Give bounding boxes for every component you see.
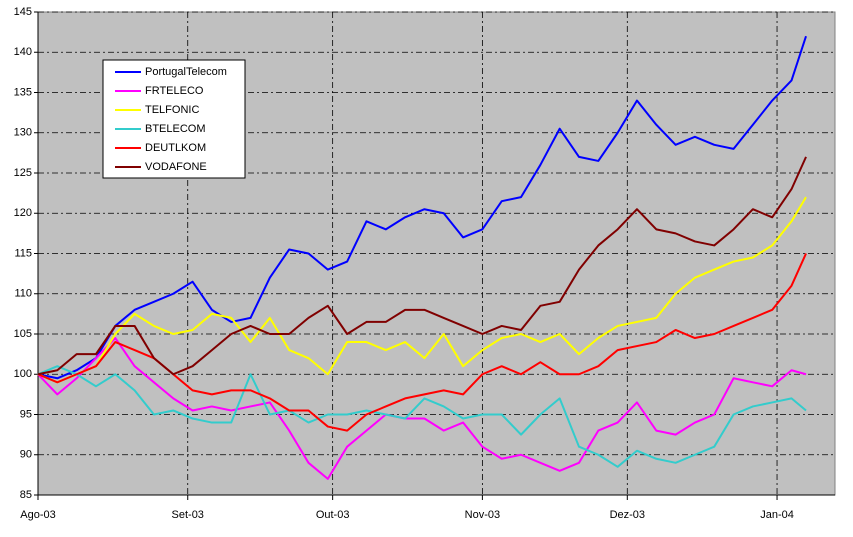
- x-tick-label: Nov-03: [465, 509, 500, 521]
- legend-label: DEUTLKOM: [145, 142, 206, 154]
- y-tick-label: 120: [14, 207, 32, 219]
- series-line: [37, 337, 807, 480]
- y-tick-label: 140: [14, 46, 32, 58]
- y-tick-label: 130: [14, 127, 32, 139]
- x-tick-label: Set-03: [172, 509, 204, 521]
- legend: PortugalTelecom FRTELECO TELFONIC BTELECOM D…: [102, 59, 246, 179]
- x-tick-label: Out-03: [316, 509, 350, 521]
- y-tick-label: 85: [20, 489, 32, 501]
- y-tick-label: 90: [20, 449, 32, 461]
- legend-label: BTELECOM: [145, 123, 206, 135]
- x-tick-label: Jan-04: [760, 509, 794, 521]
- y-tick-label: 145: [14, 6, 32, 18]
- legend-box: [102, 59, 246, 179]
- y-tick-label: 135: [14, 86, 32, 98]
- y-tick-label: 110: [14, 288, 32, 300]
- legend-label: TELFONIC: [145, 104, 199, 116]
- legend-label: FRTELECO: [145, 85, 204, 97]
- x-tick-label: Dez-03: [610, 509, 645, 521]
- y-tick-label: 100: [14, 368, 32, 380]
- series-line: [37, 365, 807, 468]
- y-tick-label: 95: [20, 408, 32, 420]
- y-tick-label: 125: [14, 167, 32, 179]
- legend-label: PortugalTelecom: [145, 66, 227, 78]
- legend-label: VODAFONE: [145, 161, 207, 173]
- y-tick-label: 105: [14, 328, 32, 340]
- y-tick-label: 115: [14, 247, 32, 259]
- series-line: [37, 35, 807, 380]
- x-tick-label: Ago-03: [20, 509, 55, 521]
- series-line: [37, 156, 807, 376]
- series-line: [37, 196, 807, 384]
